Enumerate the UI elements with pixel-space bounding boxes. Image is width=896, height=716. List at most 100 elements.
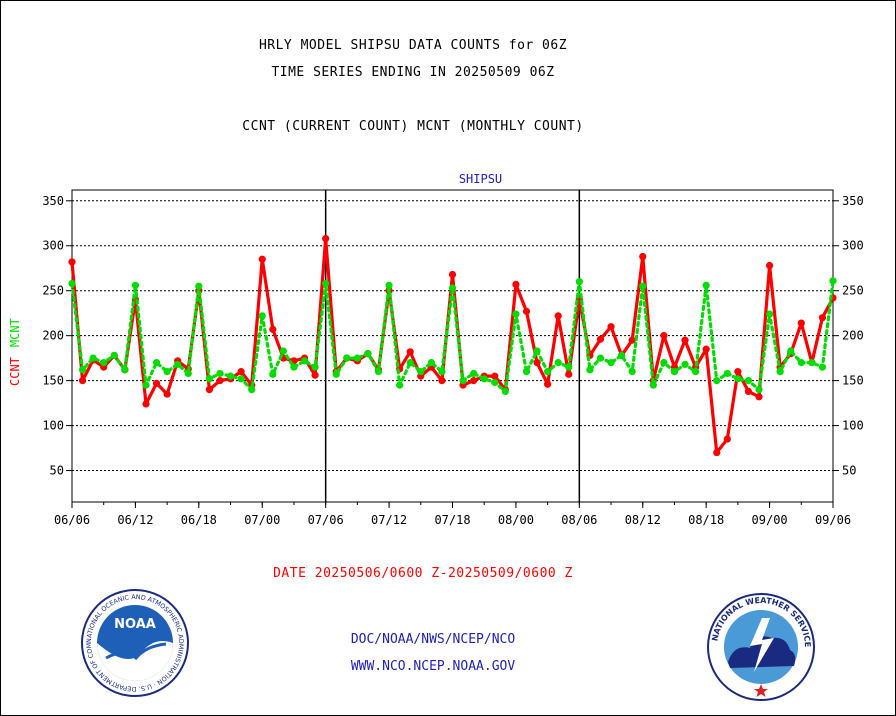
data-point-ccnt	[237, 368, 245, 376]
data-point-mcnt	[575, 278, 583, 286]
data-point-mcnt	[628, 368, 636, 376]
data-point-mcnt	[491, 378, 499, 387]
data-point-mcnt	[248, 386, 256, 394]
data-point-mcnt	[322, 279, 330, 288]
data-point-mcnt	[755, 386, 763, 394]
y-tick-label-left: 300	[42, 239, 64, 253]
data-point-ccnt	[142, 400, 150, 408]
data-point-mcnt	[702, 281, 710, 289]
x-tick-label: 06/18	[181, 513, 217, 527]
data-point-ccnt	[491, 372, 499, 380]
data-point-mcnt	[332, 370, 340, 378]
data-point-mcnt	[734, 375, 742, 383]
x-tick-label: 09/00	[752, 513, 788, 527]
data-point-ccnt	[322, 234, 330, 243]
axes-layer	[66, 189, 839, 508]
data-point-ccnt	[734, 368, 742, 376]
data-point-mcnt	[205, 375, 214, 383]
y-axis-label: CCNT MCNT	[8, 318, 22, 386]
data-point-mcnt	[427, 359, 435, 367]
data-point-ccnt	[681, 336, 689, 344]
data-point-mcnt	[501, 387, 509, 396]
y-tick-label-right: 350	[842, 194, 864, 208]
data-point-mcnt	[343, 354, 351, 362]
x-tick-label: 08/06	[561, 513, 597, 527]
data-point-mcnt	[226, 372, 235, 380]
x-tick-label: 09/06	[815, 513, 851, 527]
data-point-mcnt	[131, 281, 140, 289]
data-point-mcnt	[374, 368, 383, 376]
data-point-mcnt	[396, 381, 404, 389]
x-tick-label: 06/12	[117, 513, 153, 527]
y-tick-label-right: 200	[842, 329, 864, 343]
y-tick-label-left: 150	[42, 374, 64, 388]
data-point-mcnt	[470, 369, 478, 378]
date-range: DATE 20250506/0600 Z-20250509/0600 Z	[273, 566, 573, 581]
data-point-mcnt	[364, 350, 372, 358]
data-point-mcnt	[89, 354, 97, 362]
data-point-mcnt	[110, 351, 118, 360]
x-tick-label: 08/00	[498, 513, 534, 527]
nws-logo: NATIONAL WEATHER SERVICE	[707, 593, 815, 701]
y-tick-label-left: 350	[42, 194, 64, 208]
data-point-mcnt	[765, 310, 774, 318]
x-tick-label: 07/06	[308, 513, 344, 527]
data-point-mcnt	[269, 370, 277, 378]
data-point-mcnt	[237, 375, 245, 383]
data-point-mcnt	[100, 359, 108, 367]
x-tick-label: 06/06	[54, 513, 90, 527]
data-point-ccnt	[607, 323, 615, 331]
noaa-logo-text: NOAA	[114, 617, 156, 632]
data-point-ccnt	[522, 307, 531, 315]
data-point-mcnt	[554, 359, 562, 367]
y-axis-label-mcnt: MCNT	[8, 318, 22, 347]
data-point-ccnt	[628, 336, 636, 344]
data-point-mcnt	[385, 281, 393, 289]
chart-subtitle: CCNT (CURRENT COUNT) MCNT (MONTHLY COUNT…	[242, 119, 584, 134]
series-layer	[68, 234, 837, 457]
data-point-ccnt	[639, 252, 647, 261]
data-point-mcnt	[68, 279, 76, 288]
data-point-ccnt	[163, 390, 171, 398]
data-point-ccnt	[470, 377, 478, 385]
data-point-ccnt	[554, 312, 562, 320]
y-tick-label-right: 100	[842, 419, 864, 433]
noaa-logo: NOAA NATIONAL OCEANIC AND ATMOSPHERIC AD…	[80, 588, 189, 697]
data-point-mcnt	[279, 347, 287, 355]
data-point-ccnt	[448, 270, 457, 279]
data-point-ccnt	[565, 370, 573, 378]
data-point-mcnt	[744, 377, 753, 385]
x-tick-label: 08/12	[625, 513, 661, 527]
data-point-mcnt	[216, 369, 224, 378]
data-point-mcnt	[522, 368, 531, 376]
data-point-mcnt	[808, 359, 816, 367]
data-point-mcnt	[300, 357, 309, 365]
data-point-mcnt	[723, 369, 731, 378]
data-point-mcnt	[818, 363, 827, 371]
data-point-mcnt	[512, 310, 520, 318]
data-point-ccnt	[512, 280, 520, 289]
data-point-mcnt	[438, 368, 446, 376]
data-point-ccnt	[544, 380, 552, 388]
data-point-ccnt	[744, 387, 753, 396]
data-point-mcnt	[195, 282, 203, 290]
credit-line-url: WWW.NCO.NCEP.NOAA.GOV	[350, 659, 516, 674]
data-point-ccnt	[438, 377, 446, 385]
data-point-mcnt	[311, 363, 319, 371]
credit-line-org: DOC/NOAA/NWS/NCEP/NCO	[350, 632, 516, 647]
data-point-mcnt	[290, 363, 298, 371]
data-point-ccnt	[406, 348, 414, 356]
chart-title-line1: HRLY MODEL SHIPSU DATA COUNTS for 06Z	[258, 38, 568, 53]
data-point-ccnt	[78, 377, 87, 385]
y-tick-label-left: 200	[42, 329, 64, 343]
data-point-ccnt	[533, 359, 541, 367]
data-point-mcnt	[797, 359, 805, 367]
data-point-ccnt	[596, 335, 605, 343]
x-tick-label: 07/00	[244, 513, 280, 527]
data-point-ccnt	[765, 261, 774, 270]
data-point-mcnt	[691, 368, 700, 376]
data-point-ccnt	[152, 379, 161, 387]
data-point-mcnt	[565, 363, 573, 371]
data-point-mcnt	[184, 369, 192, 378]
